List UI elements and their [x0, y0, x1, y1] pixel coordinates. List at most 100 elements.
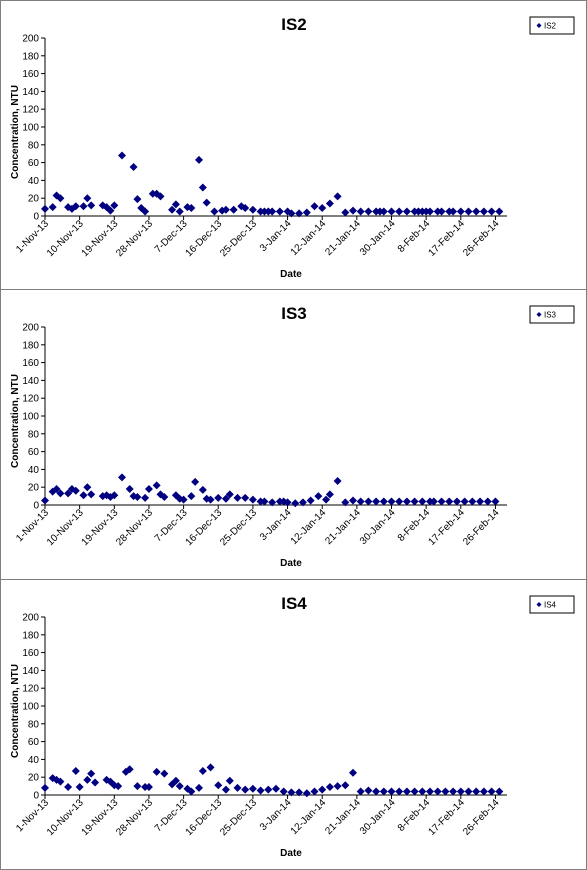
- data-point: [248, 784, 257, 793]
- data-point: [241, 493, 250, 502]
- legend-box: [529, 305, 575, 324]
- data-point: [356, 207, 365, 216]
- data-point: [56, 777, 65, 786]
- chart-svg-is2: IS20204060801001201401601802001-Nov-1310…: [10, 15, 575, 280]
- data-point: [125, 765, 134, 774]
- data-point: [491, 497, 500, 506]
- chart-title-is2: IS2: [281, 15, 307, 34]
- data-point: [372, 787, 381, 796]
- y-tick-label: 180: [22, 51, 39, 62]
- data-point: [287, 788, 296, 797]
- legend: IS2: [529, 16, 575, 35]
- y-tick-label: 100: [22, 412, 39, 423]
- data-point: [187, 787, 196, 796]
- x-tick-label: 30-Jan-14: [358, 507, 398, 547]
- x-axis-label: Date: [280, 558, 302, 569]
- data-point: [437, 497, 446, 506]
- x-tick-label: 28-Nov-13: [114, 218, 155, 259]
- y-axis-label: Concentration, NTU: [10, 85, 21, 179]
- data-point: [310, 787, 319, 796]
- x-tick-label: 12-Jan-14: [289, 507, 329, 547]
- x-tick-label: 26-Feb-14: [461, 507, 502, 548]
- data-point: [464, 787, 473, 796]
- data-point: [202, 494, 211, 503]
- data-point: [114, 782, 123, 791]
- data-point: [248, 495, 257, 504]
- data-point: [175, 207, 184, 216]
- legend-marker-icon: [536, 312, 542, 317]
- data-point: [372, 497, 381, 506]
- legend: IS3: [529, 305, 575, 324]
- data-point: [241, 203, 250, 212]
- legend-box: [529, 595, 575, 614]
- x-tick-label: 17-Feb-14: [427, 797, 468, 838]
- data-point: [214, 493, 223, 502]
- data-point: [195, 155, 203, 164]
- data-point: [110, 781, 119, 790]
- data-point: [187, 203, 196, 212]
- y-tick-label: 20: [28, 773, 40, 784]
- y-tick-label: 60: [28, 737, 40, 748]
- data-point: [175, 494, 184, 503]
- data-point: [322, 495, 331, 504]
- data-point: [302, 789, 311, 798]
- y-tick-label: 180: [22, 630, 39, 641]
- data-point: [472, 787, 481, 796]
- data-point: [260, 497, 269, 506]
- data-point: [64, 489, 73, 498]
- data-point: [152, 767, 161, 776]
- legend-marker-icon: [536, 23, 542, 28]
- data-point: [71, 766, 80, 775]
- data-point: [233, 493, 242, 502]
- x-tick-label: 17-Feb-14: [427, 218, 468, 259]
- y-tick-label: 140: [22, 666, 39, 677]
- data-point: [106, 206, 115, 215]
- data-point: [133, 782, 142, 791]
- data-point: [110, 491, 119, 500]
- data-point: [268, 207, 277, 216]
- data-point: [298, 498, 307, 507]
- data-point: [349, 496, 357, 505]
- y-tick-label: 180: [22, 340, 39, 351]
- y-tick-label: 140: [22, 376, 39, 387]
- y-tick-label: 60: [28, 447, 40, 458]
- y-tick-label: 120: [22, 394, 39, 405]
- data-point: [41, 204, 49, 213]
- data-point: [210, 207, 219, 216]
- y-tick-label: 80: [28, 429, 40, 440]
- x-tick-label: 26-Feb-14: [461, 797, 502, 838]
- data-point: [110, 201, 119, 210]
- data-point: [141, 207, 150, 216]
- data-point: [402, 787, 411, 796]
- data-point: [225, 490, 234, 499]
- data-point: [248, 205, 257, 214]
- legend-marker-icon: [536, 602, 542, 607]
- data-point: [310, 202, 319, 211]
- data-point: [83, 194, 92, 203]
- data-point: [198, 183, 207, 192]
- data-point: [356, 497, 365, 506]
- data-point: [429, 497, 438, 506]
- data-point: [41, 496, 49, 505]
- data-point: [333, 192, 342, 201]
- data-point: [168, 205, 177, 214]
- x-tick-label: 25-Dec-13: [218, 507, 259, 548]
- x-tick-label: 12-Jan-14: [289, 797, 329, 837]
- y-tick-label: 160: [22, 69, 39, 80]
- data-point: [221, 205, 230, 214]
- data-point: [272, 784, 280, 793]
- data-point: [472, 207, 481, 216]
- y-tick-label: 40: [28, 176, 40, 187]
- y-tick-label: 160: [22, 648, 39, 659]
- data-point: [395, 207, 404, 216]
- data-point: [268, 498, 277, 507]
- data-point: [118, 151, 126, 160]
- data-point: [144, 484, 153, 493]
- data-point: [445, 497, 454, 506]
- data-point: [171, 776, 180, 785]
- data-point: [171, 491, 180, 500]
- data-point: [410, 497, 419, 506]
- data-point: [314, 492, 323, 501]
- data-point: [195, 783, 203, 792]
- x-tick-label: 28-Nov-13: [114, 797, 155, 838]
